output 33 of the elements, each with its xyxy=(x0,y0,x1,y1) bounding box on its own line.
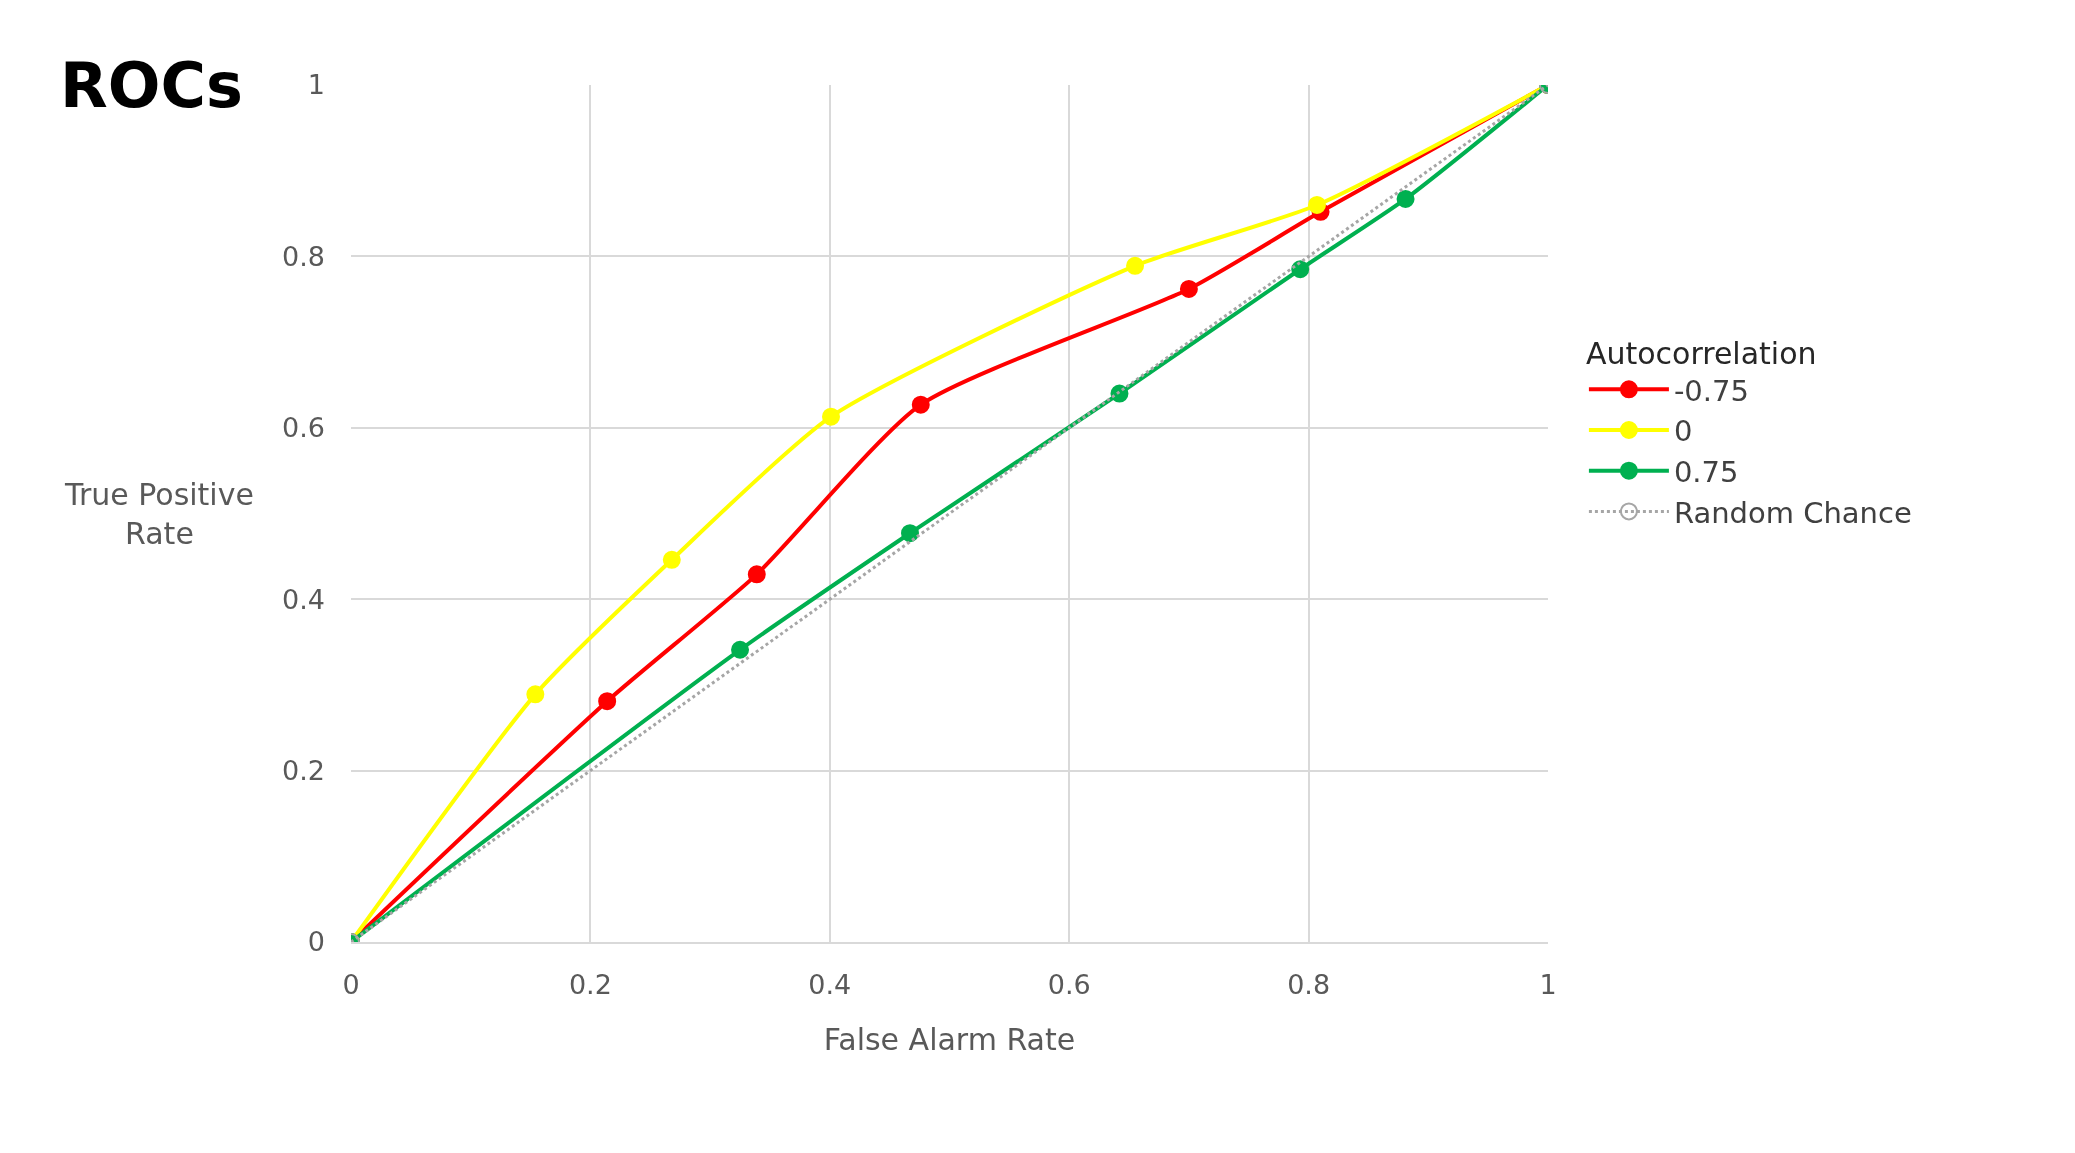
y-tick-label: 0.2 xyxy=(282,755,325,787)
legend-label: Random Chance xyxy=(1673,495,1912,530)
x-tick-label: 0.6 xyxy=(1047,969,1091,1001)
legend-label: -0.75 xyxy=(1673,373,1749,408)
chart-title: ROCs xyxy=(60,49,243,122)
point xyxy=(1307,195,1326,214)
point xyxy=(731,640,750,659)
point xyxy=(911,395,930,414)
y-tick-label: 0.8 xyxy=(282,240,325,272)
x-tick-label: 0.4 xyxy=(808,969,852,1001)
point xyxy=(1179,279,1198,298)
point xyxy=(662,550,681,569)
y-tick-label: 0.6 xyxy=(282,412,325,444)
point xyxy=(822,407,840,426)
point xyxy=(598,692,617,711)
legend-label: 0 xyxy=(1673,414,1693,449)
point xyxy=(1291,260,1310,279)
y-tick-label: 0.4 xyxy=(282,583,325,615)
y-axis-title: True Positive Rate xyxy=(64,477,254,551)
point xyxy=(526,685,545,704)
point xyxy=(1126,256,1145,275)
y-tick-label: 0 xyxy=(307,926,325,958)
legend-title: Autocorrelation xyxy=(1585,335,1817,371)
point xyxy=(747,565,766,584)
legend-label: 0.75 xyxy=(1673,455,1739,490)
x-tick-label: 1 xyxy=(1539,969,1557,1001)
x-axis-title: False Alarm Rate xyxy=(823,1022,1076,1058)
x-tick-label: 0.8 xyxy=(1287,969,1331,1001)
x-tick-label: 0.2 xyxy=(568,969,612,1001)
point xyxy=(901,524,919,543)
y-tick-label: 1 xyxy=(307,69,325,101)
point xyxy=(1396,189,1415,208)
x-tick-label: 0 xyxy=(342,969,360,1001)
